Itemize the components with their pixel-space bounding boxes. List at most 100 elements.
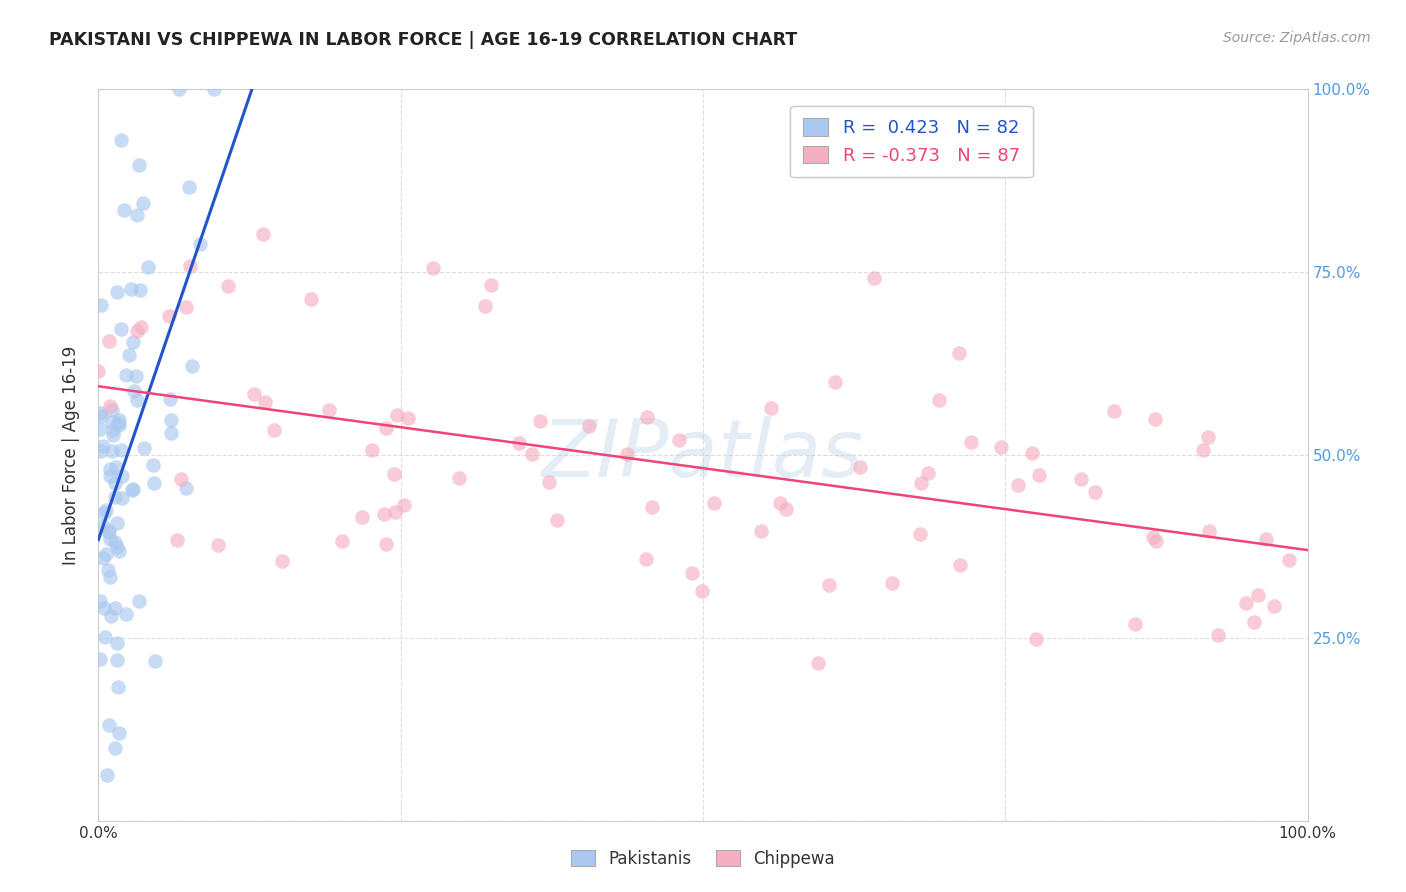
Point (105, 652, 128, 666)
Point (89, 406, 111, 420)
Point (1206, 628, 1229, 642)
Point (124, 384, 146, 399)
Point (104, 459, 127, 474)
Point (1243, 615, 1265, 630)
Point (690, 584, 713, 599)
Point (1143, 411, 1166, 425)
Text: PAKISTANI VS CHIPPEWA IN LABOR FORCE | AGE 16-19 CORRELATION CHART: PAKISTANI VS CHIPPEWA IN LABOR FORCE | A… (49, 31, 797, 49)
Point (910, 475, 932, 490)
Point (520, 446, 543, 460)
Point (159, 392, 181, 407)
Point (97, 525, 120, 540)
Point (361, 443, 384, 458)
Point (105, 636, 128, 650)
Text: Source: ZipAtlas.com: Source: ZipAtlas.com (1223, 31, 1371, 45)
Point (94, 630, 117, 644)
Point (384, 505, 406, 519)
Point (174, 482, 197, 496)
Point (97, 563, 120, 577)
Point (108, 725, 131, 739)
Point (91, 439, 114, 453)
Point (863, 270, 886, 285)
Point (166, 533, 188, 548)
Point (90, 443, 112, 458)
Point (104, 535, 127, 549)
Point (681, 566, 703, 581)
Point (243, 387, 266, 401)
Point (104, 600, 127, 615)
Point (396, 411, 419, 425)
Point (207, 538, 229, 552)
Point (100, 608, 122, 623)
Point (202, 82, 225, 96)
Point (188, 237, 211, 252)
Point (374, 421, 396, 435)
Point (96, 503, 118, 517)
Point (98, 532, 121, 546)
Point (318, 403, 340, 417)
Point (112, 203, 135, 218)
Point (104, 740, 127, 755)
Point (177, 180, 200, 194)
Point (110, 443, 132, 458)
Point (1070, 472, 1092, 486)
Point (98, 469, 121, 483)
Point (90, 409, 112, 424)
Point (101, 402, 124, 417)
Point (824, 376, 846, 390)
Point (350, 510, 373, 524)
Point (108, 417, 131, 432)
Point (181, 359, 204, 374)
Point (1263, 599, 1285, 614)
Point (538, 475, 561, 490)
Point (127, 208, 149, 222)
Point (641, 500, 664, 514)
Point (668, 434, 690, 448)
Point (98, 717, 121, 731)
Point (128, 158, 150, 172)
Point (128, 594, 150, 608)
Point (1123, 616, 1146, 631)
Point (110, 133, 132, 147)
Point (807, 656, 830, 670)
Point (107, 681, 129, 695)
Point (578, 418, 600, 433)
Point (104, 490, 127, 504)
Text: ZIPatlas: ZIPatlas (541, 416, 865, 494)
Point (949, 558, 972, 572)
Point (125, 392, 148, 407)
Point (118, 348, 141, 362)
Point (111, 469, 134, 483)
Point (769, 496, 792, 510)
Point (373, 508, 395, 522)
Point (330, 533, 353, 548)
Point (87, 364, 110, 378)
Point (93, 506, 115, 520)
Point (1028, 468, 1050, 483)
Point (107, 540, 129, 554)
Point (636, 409, 658, 424)
Point (751, 524, 773, 538)
Point (818, 577, 841, 591)
Point (948, 346, 970, 360)
Point (1007, 477, 1029, 491)
Point (529, 414, 551, 428)
Point (98, 462, 121, 476)
Point (121, 334, 143, 349)
Point (1142, 530, 1164, 544)
Point (636, 552, 658, 566)
Point (143, 476, 166, 491)
Point (960, 435, 983, 450)
Point (382, 467, 405, 481)
Point (136, 260, 159, 274)
Point (160, 413, 183, 427)
Point (134, 441, 156, 455)
Point (101, 423, 124, 437)
Point (394, 498, 416, 512)
Point (1084, 484, 1107, 499)
Legend: Pakistanis, Chippewa: Pakistanis, Chippewa (565, 844, 841, 875)
Point (217, 278, 239, 293)
Point (129, 283, 152, 297)
Point (131, 195, 153, 210)
Point (145, 654, 167, 668)
